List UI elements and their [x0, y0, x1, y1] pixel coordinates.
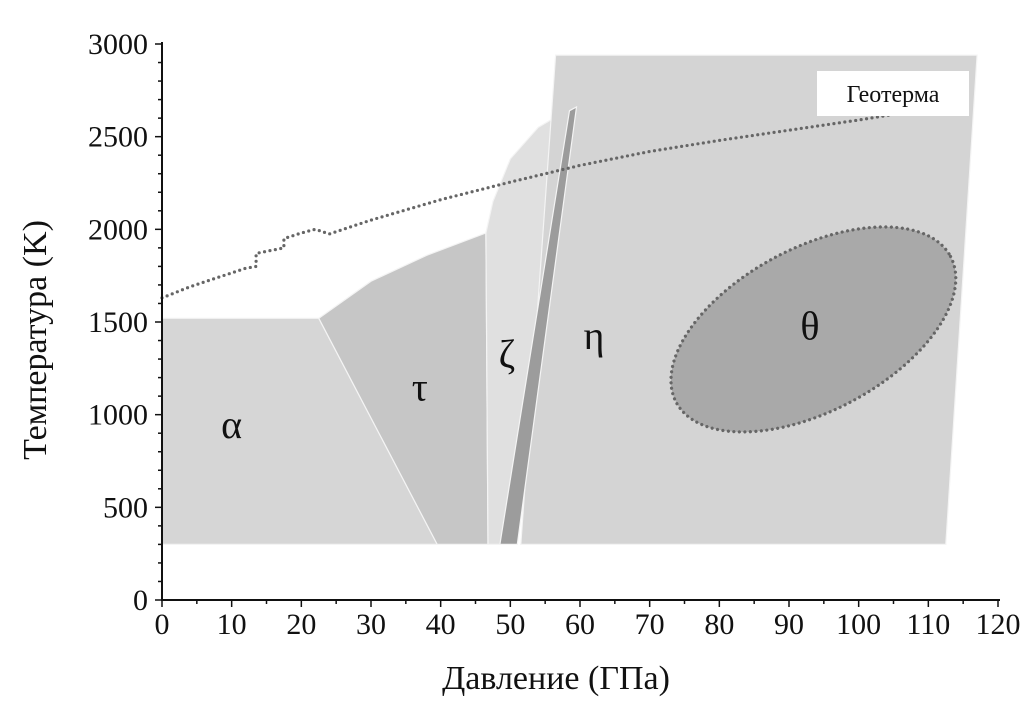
x-tick-label: 80: [704, 608, 734, 641]
phase-label-θ: θ: [800, 304, 819, 349]
y-tick-label: 3000: [88, 28, 148, 61]
x-tick-label: 70: [635, 608, 665, 641]
geotherm-legend: Геотерма: [817, 71, 969, 116]
y-tick-label: 0: [133, 584, 148, 617]
phase-label-α: α: [221, 402, 242, 447]
x-tick-label: 60: [565, 608, 595, 641]
transition-band-region: [499, 105, 578, 546]
x-tick-label: 120: [976, 608, 1021, 641]
x-tick-label: 90: [774, 608, 804, 641]
y-tick-label: 500: [103, 491, 148, 524]
y-tick-label: 2000: [88, 213, 148, 246]
phase-label-τ: τ: [412, 365, 428, 410]
phase-label-ζ: ζ: [499, 331, 516, 376]
y-tick-label: 1500: [88, 306, 148, 339]
phase-labels: α τ ζ η θ: [221, 304, 819, 447]
x-tick-label: 0: [155, 608, 170, 641]
x-tick-label: 110: [906, 608, 950, 641]
x-tick-label: 10: [217, 608, 247, 641]
geotherm-line: [160, 112, 896, 300]
x-tick-label: 50: [495, 608, 525, 641]
geotherm-legend-box: [817, 71, 969, 116]
phase-region-theta: [669, 225, 958, 434]
geotherm-legend-label: Геотерма: [847, 82, 940, 108]
y-tick-label: 2500: [88, 121, 148, 154]
x-tick-label: 30: [356, 608, 386, 641]
x-tick-label: 20: [286, 608, 316, 641]
theta-region-group: [669, 225, 958, 434]
x-axis-title: Давление (ГПа): [442, 660, 670, 697]
x-tick-label: 100: [836, 608, 881, 641]
geotherm-group: [160, 112, 896, 300]
axes: 0 10 20 30 40 50 60 70 80 90 100 110 120 0 500 1000 1500…: [88, 28, 1021, 641]
y-axis-title: Температура (K): [17, 220, 54, 460]
x-tick-label: 40: [426, 608, 456, 641]
y-tick-label: 1000: [88, 399, 148, 432]
phase-regions: [161, 54, 978, 546]
phase-label-η: η: [583, 313, 604, 358]
